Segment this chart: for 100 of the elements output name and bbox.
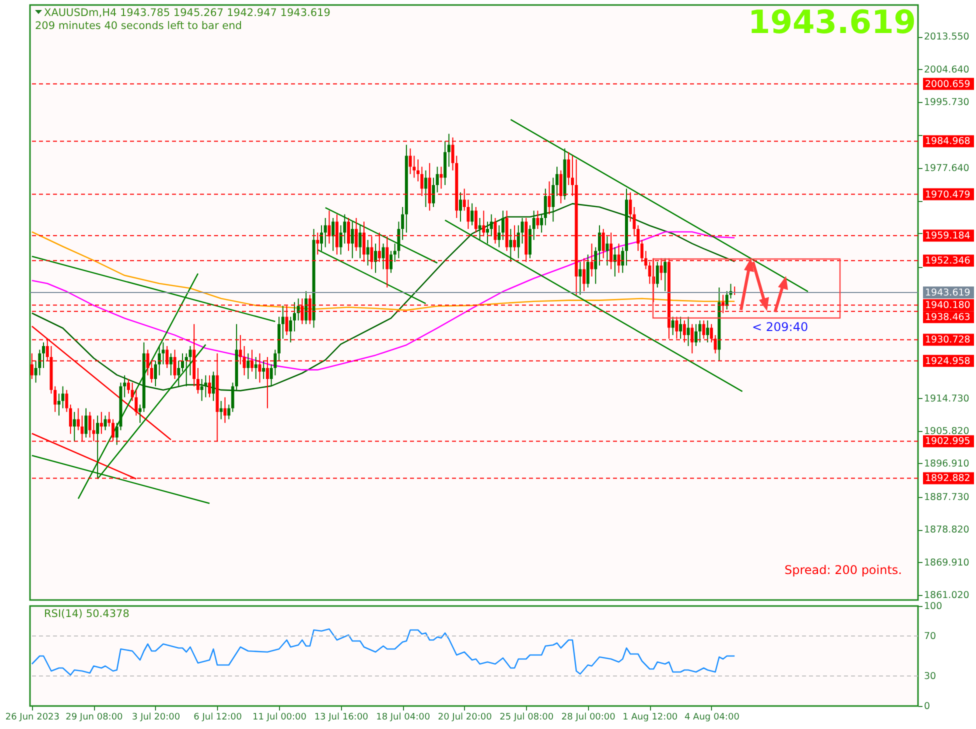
- y-tick-label: 1878.820: [924, 524, 970, 536]
- candlestick: [69, 404, 72, 434]
- line-series: [31, 231, 736, 370]
- candlestick: [671, 316, 674, 336]
- candlestick: [262, 360, 266, 380]
- x-tick-label: 25 Jul 08:00: [500, 712, 554, 722]
- candlestick: [104, 415, 107, 431]
- ref-line-label: 1970.479: [925, 189, 970, 200]
- candlestick: [389, 250, 392, 274]
- candlestick: [578, 261, 582, 296]
- candlestick: [540, 214, 544, 234]
- candlestick: [324, 217, 327, 248]
- y-tick-label: 1914.730: [924, 393, 970, 404]
- candlestick: [158, 346, 161, 376]
- candlestick: [556, 166, 559, 197]
- candlestick: [702, 320, 706, 340]
- x-tick-label: 13 Jul 16:00: [314, 712, 369, 722]
- y-tick-label: 0: [924, 701, 930, 712]
- candlestick: [470, 202, 474, 226]
- candlestick: [436, 166, 439, 193]
- candlestick: [208, 374, 212, 398]
- ref-line-label: 1984.968: [925, 136, 970, 148]
- candlestick: [490, 214, 493, 237]
- ref-line-label: 1902.995: [925, 436, 970, 448]
- y-tick-label: 70: [924, 631, 936, 642]
- candlestick: [177, 360, 180, 387]
- candlestick: [694, 324, 698, 347]
- candlestick: [126, 378, 130, 394]
- candlestick: [621, 246, 624, 274]
- candlestick: [108, 411, 111, 428]
- candlestick: [424, 170, 428, 208]
- candlestick: [474, 206, 478, 234]
- candlestick: [416, 158, 420, 182]
- y-tick-label: 1995.730: [924, 96, 970, 108]
- candlestick: [366, 239, 370, 266]
- candlestick: [292, 302, 296, 332]
- candlestick: [401, 206, 404, 240]
- candlestick: [57, 393, 60, 416]
- x-tick-label: 29 Jun 08:00: [66, 712, 124, 722]
- candlestick: [374, 243, 378, 274]
- candlestick: [408, 148, 412, 175]
- candlestick: [478, 217, 482, 240]
- annotation: < 209:40: [752, 320, 808, 334]
- candlestick: [509, 228, 512, 262]
- y-tick-label: 1977.640: [924, 163, 970, 174]
- candlestick: [320, 224, 323, 252]
- candlestick: [586, 254, 590, 288]
- candlestick: [679, 316, 682, 340]
- chart-title: XAUUSDm,H4 1943.785 1945.267 1942.947 1943.619: [44, 7, 330, 19]
- candlestick: [520, 217, 524, 244]
- candlestick: [169, 352, 172, 376]
- candlestick: [664, 258, 667, 292]
- y-tick-label: 1905.820: [924, 426, 970, 437]
- candlestick: [100, 411, 103, 434]
- candlestick: [54, 386, 57, 412]
- ref-line-label: 2000.659: [925, 78, 970, 90]
- ref-line-label: 1930.728: [925, 334, 970, 346]
- candlestick: [458, 192, 462, 222]
- candlestick: [594, 246, 598, 284]
- ref-line-label: 1940.180: [925, 300, 970, 312]
- ref-line-label: 1938.463: [925, 312, 970, 324]
- candlestick: [154, 360, 157, 387]
- candlestick: [72, 411, 76, 442]
- candlestick: [281, 305, 284, 340]
- candlestick: [289, 316, 292, 343]
- candlestick: [96, 415, 100, 478]
- candlestick: [350, 221, 354, 259]
- candlestick: [332, 217, 335, 252]
- candlestick: [382, 243, 385, 270]
- y-tick-label: 1887.730: [924, 492, 970, 504]
- candlestick: [61, 386, 64, 409]
- candlestick: [304, 290, 308, 325]
- line-series: [31, 628, 736, 676]
- x-tick-label: 26 Jun 2023: [5, 712, 60, 722]
- y-tick-label: 100: [924, 601, 942, 612]
- x-tick-label: 1 Aug 12:00: [622, 712, 678, 722]
- candlestick: [567, 152, 570, 186]
- candlestick: [138, 404, 142, 424]
- x-tick-label: 28 Jul 00:00: [561, 712, 616, 722]
- candlestick: [532, 210, 536, 240]
- candlestick: [486, 221, 490, 244]
- y-tick-label: 1869.910: [924, 557, 970, 568]
- candlestick: [246, 352, 250, 380]
- candlestick: [358, 224, 362, 259]
- y-tick-label: 1861.020: [924, 590, 970, 601]
- annotation: 1943.619: [748, 3, 916, 41]
- ref-line-label: 1959.184: [925, 230, 970, 242]
- chart-title: RSI(14) 50.4378: [44, 608, 130, 620]
- candlestick: [516, 224, 520, 259]
- x-tick-label: 20 Jul 20:00: [438, 712, 492, 722]
- candlestick: [42, 342, 46, 368]
- y-tick-label: 1896.910: [924, 458, 970, 470]
- candlestick: [181, 352, 184, 372]
- line-series: [31, 231, 736, 311]
- ref-line-label: 1892.882: [925, 473, 970, 484]
- candlestick: [501, 210, 504, 240]
- candlestick: [606, 236, 609, 266]
- candlestick: [65, 389, 68, 412]
- y-tick-label: 2004.640: [924, 64, 970, 76]
- candlestick: [447, 133, 450, 168]
